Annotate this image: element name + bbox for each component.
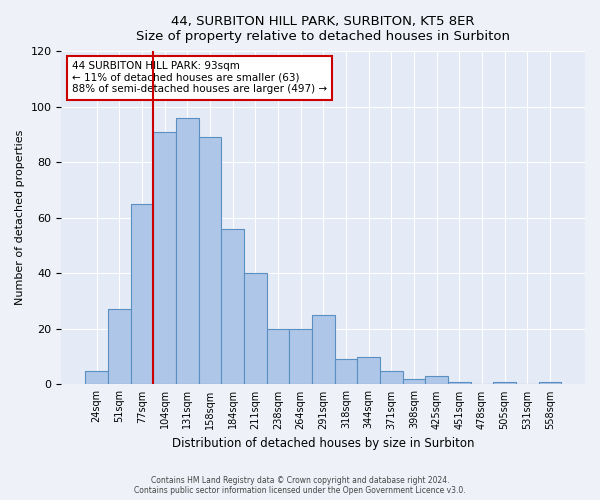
Bar xyxy=(289,329,312,384)
Bar xyxy=(85,370,108,384)
Text: 44 SURBITON HILL PARK: 93sqm
← 11% of detached houses are smaller (63)
88% of se: 44 SURBITON HILL PARK: 93sqm ← 11% of de… xyxy=(72,61,327,94)
Y-axis label: Number of detached properties: Number of detached properties xyxy=(15,130,25,306)
Bar xyxy=(108,310,131,384)
Bar xyxy=(266,329,289,384)
Bar xyxy=(357,356,380,384)
Bar xyxy=(131,204,153,384)
Bar xyxy=(380,370,403,384)
Bar xyxy=(221,229,244,384)
Bar xyxy=(493,382,516,384)
Bar xyxy=(153,132,176,384)
Bar xyxy=(244,274,266,384)
Title: 44, SURBITON HILL PARK, SURBITON, KT5 8ER
Size of property relative to detached : 44, SURBITON HILL PARK, SURBITON, KT5 8E… xyxy=(136,15,510,43)
Bar xyxy=(199,137,221,384)
X-axis label: Distribution of detached houses by size in Surbiton: Distribution of detached houses by size … xyxy=(172,437,475,450)
Bar xyxy=(539,382,561,384)
Bar xyxy=(176,118,199,384)
Bar xyxy=(448,382,470,384)
Bar xyxy=(312,315,335,384)
Bar xyxy=(403,379,425,384)
Bar xyxy=(425,376,448,384)
Text: Contains HM Land Registry data © Crown copyright and database right 2024.
Contai: Contains HM Land Registry data © Crown c… xyxy=(134,476,466,495)
Bar xyxy=(335,360,357,384)
